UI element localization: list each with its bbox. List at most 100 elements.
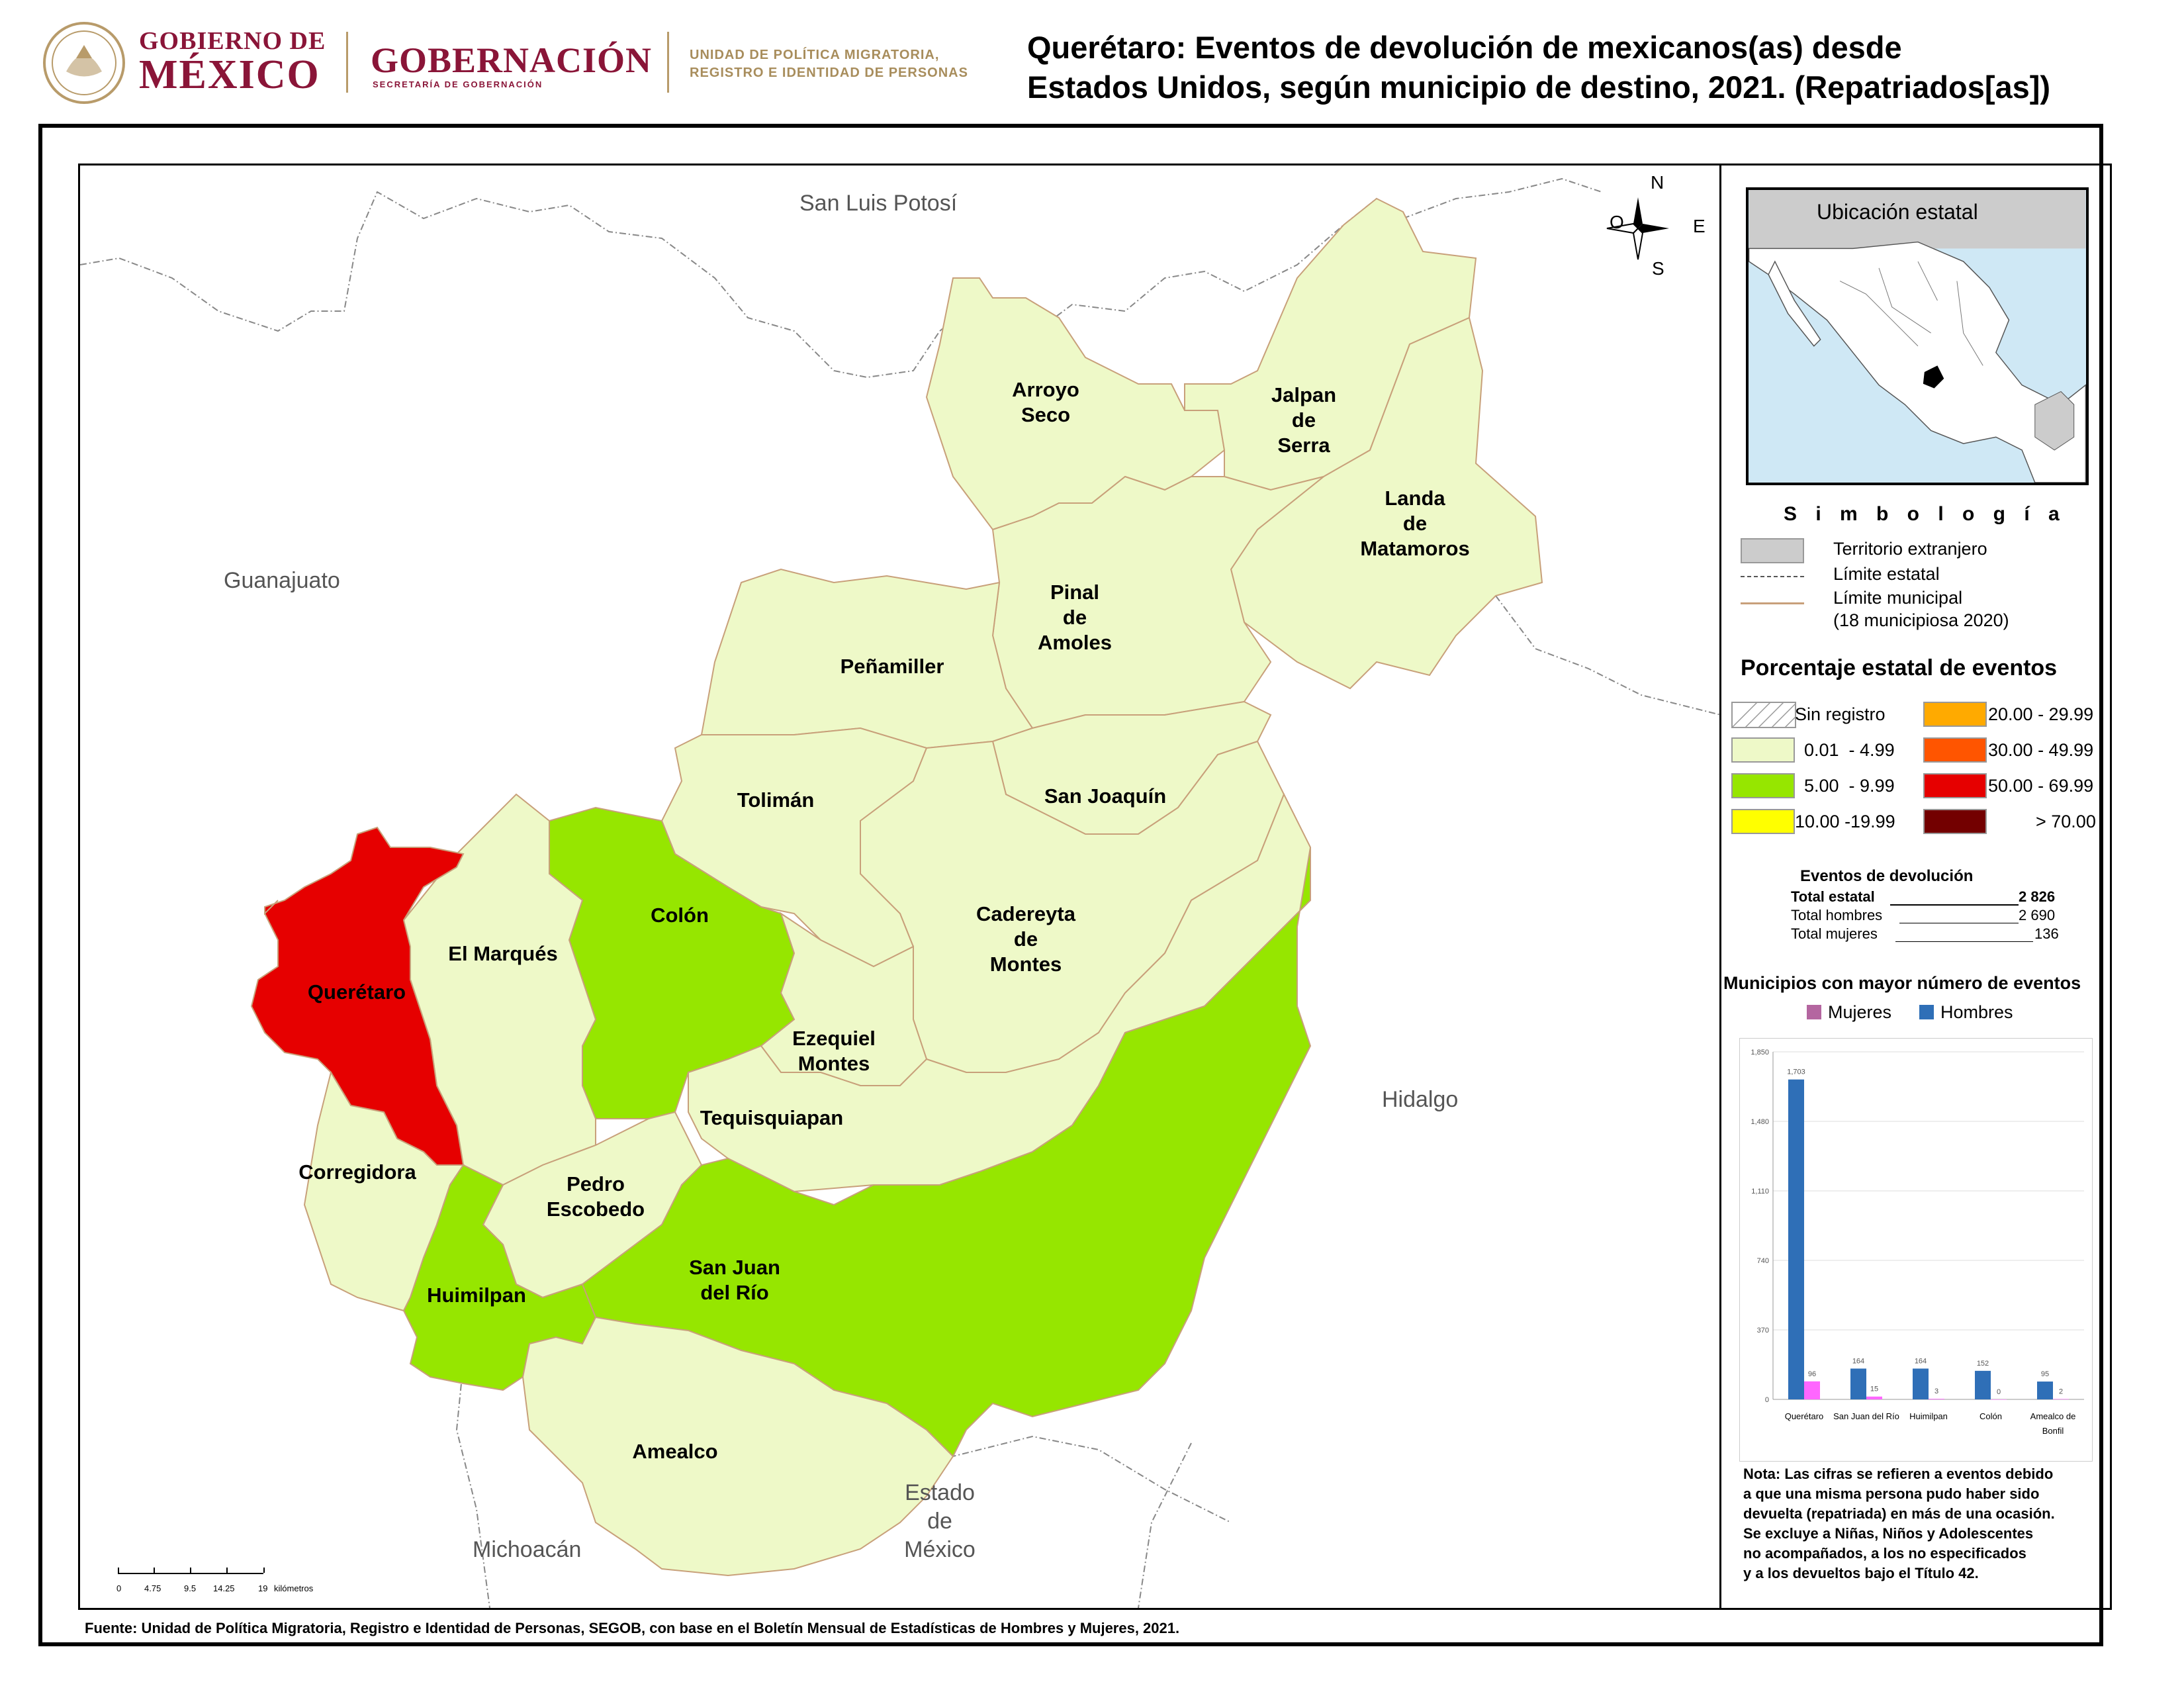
chart-ytick-label: 740 bbox=[1757, 1257, 1769, 1265]
label-jalpan-de-serra: Jalpan de Serra bbox=[1251, 383, 1357, 458]
swatch-state-limit bbox=[1741, 576, 1804, 577]
label-san-joaquin: San Joaquín bbox=[1044, 784, 1167, 808]
events-total-label: Total estatal bbox=[1791, 888, 1875, 905]
scale-tick-2: 9.5 bbox=[184, 1583, 197, 1593]
swatch-range-7 bbox=[1923, 809, 1987, 834]
chart-value-label-men: 95 bbox=[2041, 1370, 2049, 1378]
legend-state-limit: Límite estatal bbox=[1833, 564, 1940, 584]
chart-category-label: Bonfil bbox=[2042, 1426, 2064, 1436]
swatch-women bbox=[1807, 1005, 1821, 1019]
legend-range-0: Sin registro bbox=[1795, 704, 1886, 724]
legend-range-5: 30.00 - 49.99 bbox=[1988, 740, 2094, 760]
compass-n: N bbox=[1651, 172, 1664, 193]
chart-ytick-label: 370 bbox=[1757, 1327, 1769, 1335]
chart-bar-men bbox=[1975, 1370, 1991, 1399]
nota-line: Nota: Las cifras se refieren a eventos d… bbox=[1743, 1466, 2054, 1482]
map-title-line1: Querétaro: Eventos de devolución de mexi… bbox=[1027, 30, 1902, 65]
swatch-men bbox=[1919, 1005, 1934, 1019]
events-women-label: Total mujeres bbox=[1791, 925, 1878, 942]
label-el-marques: El Marqués bbox=[448, 942, 558, 965]
label-line: Serra bbox=[1277, 434, 1330, 457]
label-amealco: Amealco bbox=[632, 1440, 718, 1463]
chart-value-label-men: 1,703 bbox=[1787, 1068, 1805, 1076]
municipality-penamiller[interactable] bbox=[700, 568, 1034, 749]
label-pinal-de-amoles: Pinal de Amoles bbox=[1022, 580, 1128, 655]
chart-bar-men bbox=[1850, 1368, 1866, 1399]
swatch-muni-limit bbox=[1741, 602, 1804, 604]
label-line: Montes bbox=[797, 1052, 870, 1075]
legend-simbologia-title: S i m b o l o g í a bbox=[1784, 503, 2066, 525]
swatch-range-5 bbox=[1923, 737, 1987, 763]
label-toliman: Tolimán bbox=[737, 788, 815, 812]
label-line: Montes bbox=[989, 953, 1062, 976]
swatch-range-4 bbox=[1923, 702, 1987, 727]
legend-women: Mujeres bbox=[1828, 1002, 1892, 1022]
chart-value-label-women: 15 bbox=[1870, 1385, 1878, 1393]
legend-range-2: 5.00 - 9.99 bbox=[1804, 776, 1895, 796]
neighbor-michoacan: Michoacán bbox=[473, 1537, 582, 1562]
legend-men: Hombres bbox=[1940, 1002, 2013, 1022]
swatch-range-3 bbox=[1731, 809, 1795, 834]
map-title-line2: Estados Unidos, según municipio de desti… bbox=[1027, 70, 2051, 105]
chart-value-label-women: 0 bbox=[1997, 1388, 2001, 1396]
label-ezequiel-montes: Ezequiel Montes bbox=[774, 1026, 893, 1076]
neighbor-guanajuato: Guanajuato bbox=[224, 568, 340, 593]
swatch-range-2 bbox=[1731, 773, 1795, 798]
events-leader-line bbox=[1890, 904, 2019, 906]
chart-value-label-men: 164 bbox=[1915, 1357, 1927, 1365]
chart-ytick-label: 1,480 bbox=[1751, 1118, 1769, 1126]
swatch-range-1 bbox=[1731, 737, 1795, 763]
chart-bar-women bbox=[1804, 1381, 1820, 1399]
label-line: Amoles bbox=[1038, 631, 1112, 654]
chart-bar-women bbox=[1991, 1399, 2007, 1400]
label-penamiller: Peñamiller bbox=[840, 655, 944, 678]
label-line: Jalpan bbox=[1271, 383, 1337, 406]
label-arroyo-seco: Arroyo Seco bbox=[993, 377, 1099, 428]
swatch-range-6 bbox=[1923, 773, 1987, 798]
chart-category-label: Huimilpan bbox=[1909, 1411, 1948, 1421]
label-line: Pinal bbox=[1050, 581, 1100, 604]
gobernacion-logo-text: GOBERNACIÓN bbox=[371, 40, 653, 80]
compass-s: S bbox=[1652, 258, 1664, 279]
neighbor-san-luis-potosi: San Luis Potosí bbox=[799, 191, 958, 216]
label-line: de bbox=[1062, 606, 1087, 629]
legend-range-6: 50.00 - 69.99 bbox=[1988, 776, 2094, 796]
chart-value-label-women: 2 bbox=[2059, 1387, 2063, 1395]
label-line: Arroyo bbox=[1012, 378, 1079, 401]
chart-category-label: Amealco de bbox=[2030, 1411, 2076, 1421]
source-note: Fuente: Unidad de Política Migratoria, R… bbox=[85, 1620, 1180, 1636]
events-leader-line bbox=[1895, 941, 2033, 942]
edomex-line1: Estado bbox=[905, 1480, 975, 1505]
edomex-line3: México bbox=[904, 1537, 976, 1562]
scale-tick-1: 4.75 bbox=[144, 1583, 161, 1593]
bar-chart-svg: 0 370 740 1,110 1,480 1,850 1,703 96 Querétaro 16… bbox=[1751, 1049, 2084, 1436]
scale-bar bbox=[118, 1568, 265, 1574]
label-landa-de-matamoros: Landa de Matamoros bbox=[1349, 486, 1481, 561]
upm-line2: REGISTRO E IDENTIDAD DE PERSONAS bbox=[690, 66, 968, 80]
scale-unit: kilómetros bbox=[274, 1583, 314, 1593]
label-line: del Río bbox=[700, 1281, 769, 1304]
legend-frame bbox=[1721, 164, 2112, 1610]
chart-ytick-label: 0 bbox=[1765, 1396, 1769, 1404]
municipality-amealco[interactable] bbox=[522, 1316, 954, 1577]
nota-block: Nota: Las cifras se refieren a eventos d… bbox=[1743, 1464, 2055, 1583]
compass-rose-icon bbox=[1606, 197, 1669, 260]
compass-o: O bbox=[1610, 212, 1624, 232]
swatch-foreign bbox=[1741, 538, 1804, 563]
chart-ytick-label: 1,850 bbox=[1751, 1049, 1769, 1056]
legend-muni-limit-sub: (18 municipiosa 2020) bbox=[1833, 610, 2009, 630]
events-title: Eventos de devolución bbox=[1800, 867, 1974, 885]
municipality-polygons bbox=[250, 197, 1543, 1577]
label-line: Ezequiel bbox=[792, 1027, 876, 1050]
label-colon: Colón bbox=[651, 904, 709, 927]
chart-bar-men bbox=[2037, 1382, 2053, 1399]
chart-category-label: Colón bbox=[1979, 1411, 2002, 1421]
label-cadereyta-de-montes: Cadereyta de Montes bbox=[960, 902, 1092, 977]
legend-range-7: > 70.00 bbox=[2036, 812, 2096, 831]
upm-line1: UNIDAD DE POLÍTICA MIGRATORIA, bbox=[690, 48, 940, 62]
scale-tick-4: 19 bbox=[258, 1583, 268, 1593]
national-seal-icon bbox=[43, 22, 125, 104]
label-line: Landa bbox=[1385, 487, 1445, 510]
label-line: de bbox=[1402, 512, 1428, 535]
events-men-label: Total hombres bbox=[1791, 907, 1883, 923]
